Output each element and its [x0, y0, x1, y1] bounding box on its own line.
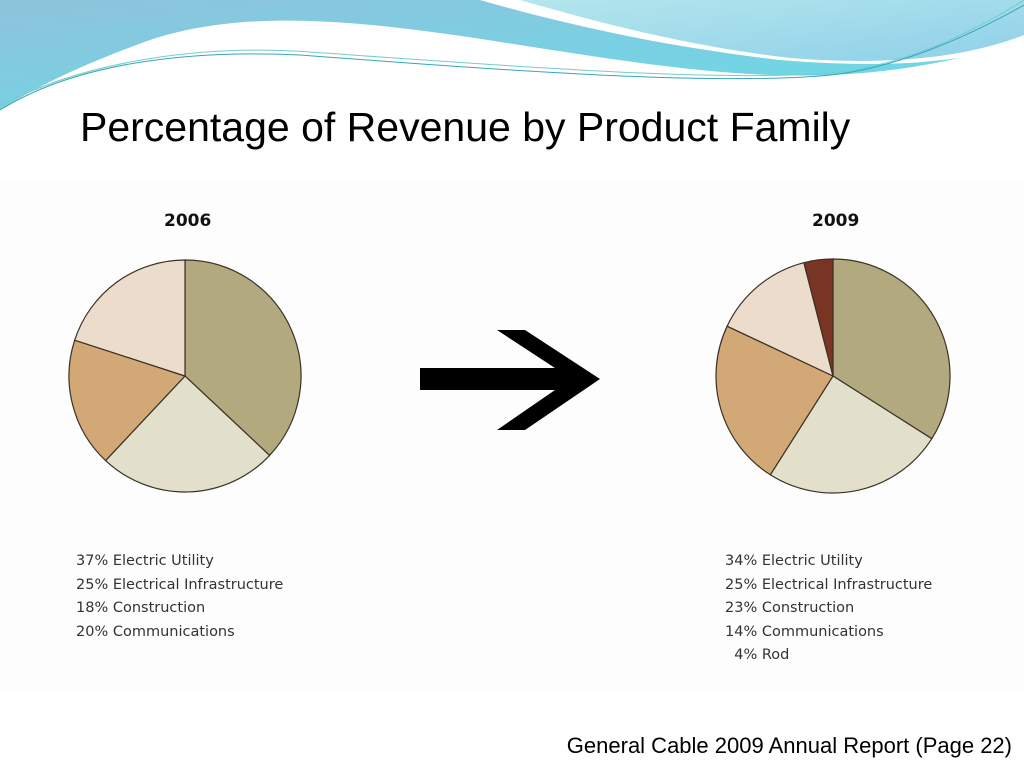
source-footer: General Cable 2009 Annual Report (Page 2…	[566, 733, 1012, 758]
pie-slice-electric-utility	[184, 259, 302, 457]
pie-slice-electrical-infrastructure	[104, 375, 271, 493]
pie-title-2009: 2009	[812, 211, 860, 231]
legend-item: 23% Construction	[725, 600, 855, 616]
legend-2009: 34% Electric Utility 25% Electrical Infr…	[725, 550, 932, 668]
pie-slice-communications	[73, 259, 186, 377]
legend-2006: 37% Electric Utility 25% Electrical Infr…	[76, 550, 283, 644]
pie-2009	[715, 258, 951, 494]
pie-slice-construction	[68, 339, 187, 462]
legend-item: 25% Electrical Infrastructure	[725, 576, 933, 593]
legend-item: 25% Electrical Infrastructure	[76, 576, 284, 593]
legend-item: 18% Construction	[76, 600, 206, 616]
pie-2006	[68, 259, 302, 493]
pie-slice-construction	[715, 325, 834, 476]
header-wave-decoration	[0, 0, 1024, 111]
legend-item: 34% Electric Utility	[725, 553, 863, 569]
legend-item: 14% Communications	[725, 623, 884, 640]
legend-item: 37% Electric Utility	[76, 553, 214, 569]
pie-title-2006: 2006	[164, 211, 212, 231]
slide-title: Percentage of Revenue by Product Family	[80, 104, 851, 150]
arrow-right-icon	[420, 330, 600, 430]
pie-slice-communications	[726, 261, 834, 378]
pie-slice-rod	[803, 258, 834, 377]
legend-item: 4% Rod	[725, 647, 790, 663]
pie-slice-electric-utility	[832, 258, 951, 440]
pie-slice-electrical-infrastructure	[769, 375, 933, 494]
legend-item: 20% Communications	[76, 623, 235, 640]
